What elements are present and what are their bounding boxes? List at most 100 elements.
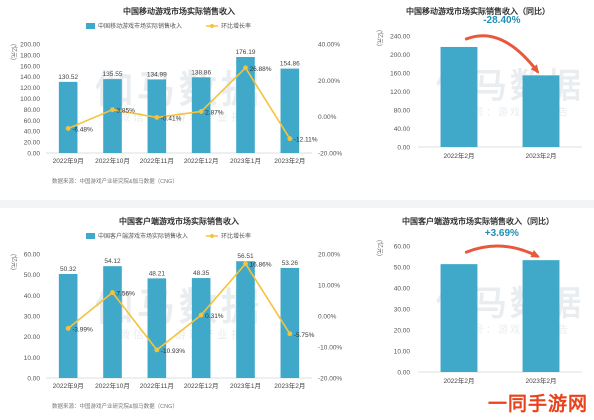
y-tick-label: 0.00: [27, 376, 40, 383]
chart-svg: 伽马数据微信号：游戏产业报告中国客户端游戏市场实际销售收入（同比）(亿元)0.0…: [376, 216, 582, 385]
legend-bar-label: 中国移动游戏市场实际销售收入: [98, 22, 182, 30]
bar: [103, 266, 122, 378]
y-tick-label: 40.00: [394, 126, 411, 133]
y-tick-label: 60.00: [24, 252, 41, 259]
mobile-monthly-chart: 伽马数据 微信号：游戏产业报告 中国移动游戏市场实际销售收入 (亿元) 中国移动游戏市场…: [0, 0, 362, 195]
y-tick-label: 30.00: [24, 314, 41, 321]
source-note: 数据来源：中国游戏产业研究院&伽马数据（CNG）: [52, 402, 178, 410]
bar-value-label: 54.12: [104, 258, 121, 265]
bar: [522, 75, 560, 147]
legend-line-marker: [210, 24, 214, 28]
x-tick-label: 2022年9月: [53, 156, 84, 165]
bar: [236, 56, 255, 153]
growth-rate-point: [110, 290, 115, 295]
mobile-yoy-chart: 伽马数据 微信号：游戏产业报告 中国移动游戏市场实际销售收入（同比） (亿元) 0.00…: [362, 0, 594, 195]
y2-tick-label: 20.00%: [318, 252, 340, 259]
y2-tick-label: 10.00%: [318, 283, 340, 290]
x-tick-label: 2022年11月: [140, 156, 174, 165]
bar-value-label: 138.86: [191, 69, 211, 76]
x-tick-label: 2022年12月: [184, 156, 219, 165]
growth-rate-point: [65, 325, 71, 331]
growth-rate-line: [67, 262, 291, 352]
legend-bar-swatch: [86, 233, 95, 239]
growth-rate-label: -0.41%: [161, 115, 182, 122]
y-tick-label: 160.00: [20, 63, 40, 70]
bar-value-label: 48.35: [193, 270, 210, 277]
bar: [191, 278, 211, 378]
growth-rate-point: [287, 331, 293, 337]
legend-line-label: 环比增长率: [221, 232, 251, 240]
x-tick-label: 2022年10月: [95, 381, 130, 390]
chart-title: 中国客户端游戏市场实际销售收入: [119, 216, 239, 226]
y2-tick-label: -20.00%: [318, 376, 342, 383]
y-tick-label: 50.00: [24, 272, 41, 279]
pc-monthly-chart: 伽马数据 微信号：游戏产业报告 中国客户端游戏市场实际销售收入 (亿元) 中国客户端游戏…: [0, 210, 362, 420]
change-arrow-head: [530, 250, 540, 258]
growth-rate-point: [243, 65, 248, 71]
y-tick-label: 60.00: [394, 244, 411, 251]
y-tick-label: 40.00: [24, 293, 41, 300]
growth-rate-point: [110, 107, 115, 113]
bar: [58, 81, 78, 153]
y-tick-label: 160.00: [390, 71, 410, 78]
y-tick-label: 100.00: [20, 96, 40, 103]
y-tick-label: 10.00: [394, 349, 411, 356]
y-tick-label: 50.00: [394, 265, 411, 272]
legend-line-marker: [210, 234, 214, 238]
pc-yoy-chart: 伽马数据 微信号：游戏产业报告 中国客户端游戏市场实际销售收入（同比） (亿元) 0.0…: [362, 210, 594, 420]
y-tick-label: 30.00: [394, 307, 411, 314]
bar-value-label: 134.99: [147, 71, 167, 78]
legend-line-label: 环比增长率: [221, 22, 251, 30]
watermark: 伽马数据: [95, 70, 263, 112]
growth-rate-label: 16.86%: [250, 262, 272, 269]
x-tick-label: 2022年9月: [53, 381, 84, 390]
legend-bar-swatch: [86, 23, 95, 29]
x-tick-label: 2023年2月: [274, 156, 305, 165]
bar-value-label: 130.52: [58, 74, 78, 81]
site-logo: 一同手游网: [487, 393, 588, 415]
y-tick-label: 40.00: [394, 286, 411, 293]
y2-tick-label: 0.00%: [318, 314, 337, 321]
growth-rate-point: [154, 347, 160, 353]
bar-value-label: 50.32: [60, 266, 77, 273]
y-unit-label: (亿元): [376, 30, 384, 46]
section-divider: [0, 200, 594, 208]
bar: [440, 264, 478, 372]
bar: [522, 260, 560, 372]
growth-rate-point: [198, 109, 204, 114]
growth-rate-line: [67, 66, 291, 140]
growth-rate-point: [65, 126, 71, 131]
bar: [280, 267, 300, 378]
y-tick-label: 20.00: [24, 334, 41, 341]
y-tick-label: 80.00: [24, 107, 41, 114]
x-tick-label: 2022年10月: [95, 156, 130, 165]
growth-rate-label: 0.31%: [205, 313, 224, 320]
y2-tick-label: 0.00%: [318, 114, 337, 121]
yoy-change-label: +3.69%: [485, 228, 519, 239]
y-unit-label: (亿元): [10, 254, 18, 270]
y-tick-label: 200.00: [390, 52, 410, 59]
y-tick-label: 120.00: [20, 85, 40, 92]
x-tick-label: 2022年12月: [184, 381, 219, 390]
y-unit-label: (亿元): [376, 240, 384, 256]
growth-rate-label: -12.11%: [294, 137, 318, 144]
bar-value-label: 154.86: [280, 61, 300, 68]
bar-value-label: 53.26: [282, 260, 299, 267]
y-tick-label: 20.00: [24, 140, 41, 147]
x-tick-label: 2023年2月: [274, 381, 305, 390]
growth-rate-label: 2.87%: [205, 109, 224, 116]
growth-rate-label: -3.99%: [72, 326, 93, 333]
growth-rate-label: -10.93%: [161, 348, 185, 355]
chart-title: 中国移动游戏市场实际销售收入: [123, 6, 235, 16]
growth-rate-point: [287, 136, 293, 142]
bar: [236, 261, 255, 378]
y-tick-label: 0.00: [397, 370, 410, 377]
y-tick-label: 0.00: [397, 145, 410, 152]
source-note: 数据来源：中国游戏产业研究院&伽马数据（CNG）: [52, 177, 178, 185]
growth-rate-point: [198, 312, 204, 318]
y-tick-label: 200.00: [20, 42, 40, 49]
yoy-change-label: -28.40%: [483, 15, 520, 26]
y-tick-label: 60.00: [24, 118, 41, 125]
bar-value-label: 48.21: [149, 270, 166, 277]
x-tick-label: 2022年2月: [443, 151, 474, 160]
